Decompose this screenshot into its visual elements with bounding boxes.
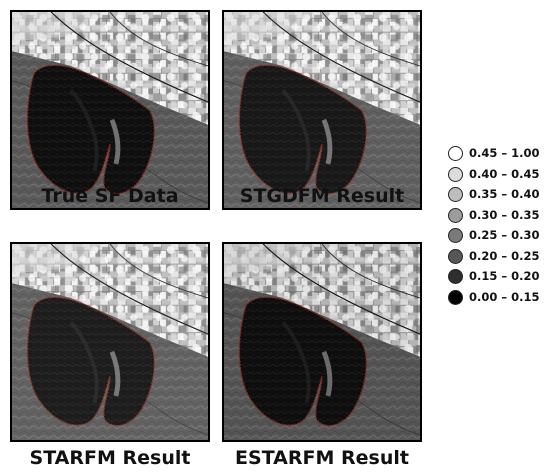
legend: 0.45 – 1.00 0.40 – 0.45 0.35 – 0.40 0.30… [448,144,548,308]
estarfm-result-image [224,244,420,440]
starfm-result-image [12,244,208,440]
legend-swatch-icon [448,166,463,182]
legend-label: 0.00 – 0.15 [469,289,540,304]
legend-label: 0.45 – 1.00 [469,146,540,160]
legend-item: 0.15 – 0.20 [448,267,548,288]
legend-item: 0.40 – 0.45 [448,165,548,186]
legend-item: 0.30 – 0.35 [448,206,548,227]
legend-swatch-icon [448,269,463,284]
legend-label: 0.30 – 0.35 [469,207,540,222]
panel-estarfm-result [222,242,422,442]
stgdfm-result-image [224,12,420,208]
legend-swatch-icon [448,187,463,202]
panel-starfm-result [10,242,210,442]
legend-item: 0.35 – 0.40 [448,185,548,206]
legend-label: 0.15 – 0.20 [469,269,540,283]
legend-swatch-icon [448,146,463,161]
legend-item: 0.20 – 0.25 [448,247,548,268]
panel-true-sf-data [10,10,210,210]
legend-swatch-icon [448,289,463,305]
legend-label: 0.40 – 0.45 [469,166,540,181]
legend-swatch-icon [448,207,463,223]
legend-item: 0.25 – 0.30 [448,226,548,247]
legend-label: 0.25 – 0.30 [469,228,540,242]
caption-stgdfm-result: STGDFM Result [239,185,405,207]
legend-swatch-icon [448,228,463,243]
legend-item: 0.00 – 0.15 [448,288,548,309]
caption-starfm-result: STARFM Result [29,447,191,469]
caption-true-sf-data: True SF Data [41,185,179,207]
legend-label: 0.35 – 0.40 [469,187,540,201]
legend-item: 0.45 – 1.00 [448,144,548,165]
panel-stgdfm-result [222,10,422,210]
caption-estarfm-result: ESTARFM Result [235,447,409,469]
legend-swatch-icon [448,248,463,264]
legend-label: 0.20 – 0.25 [469,248,540,263]
true-sf-data-image [12,12,208,208]
